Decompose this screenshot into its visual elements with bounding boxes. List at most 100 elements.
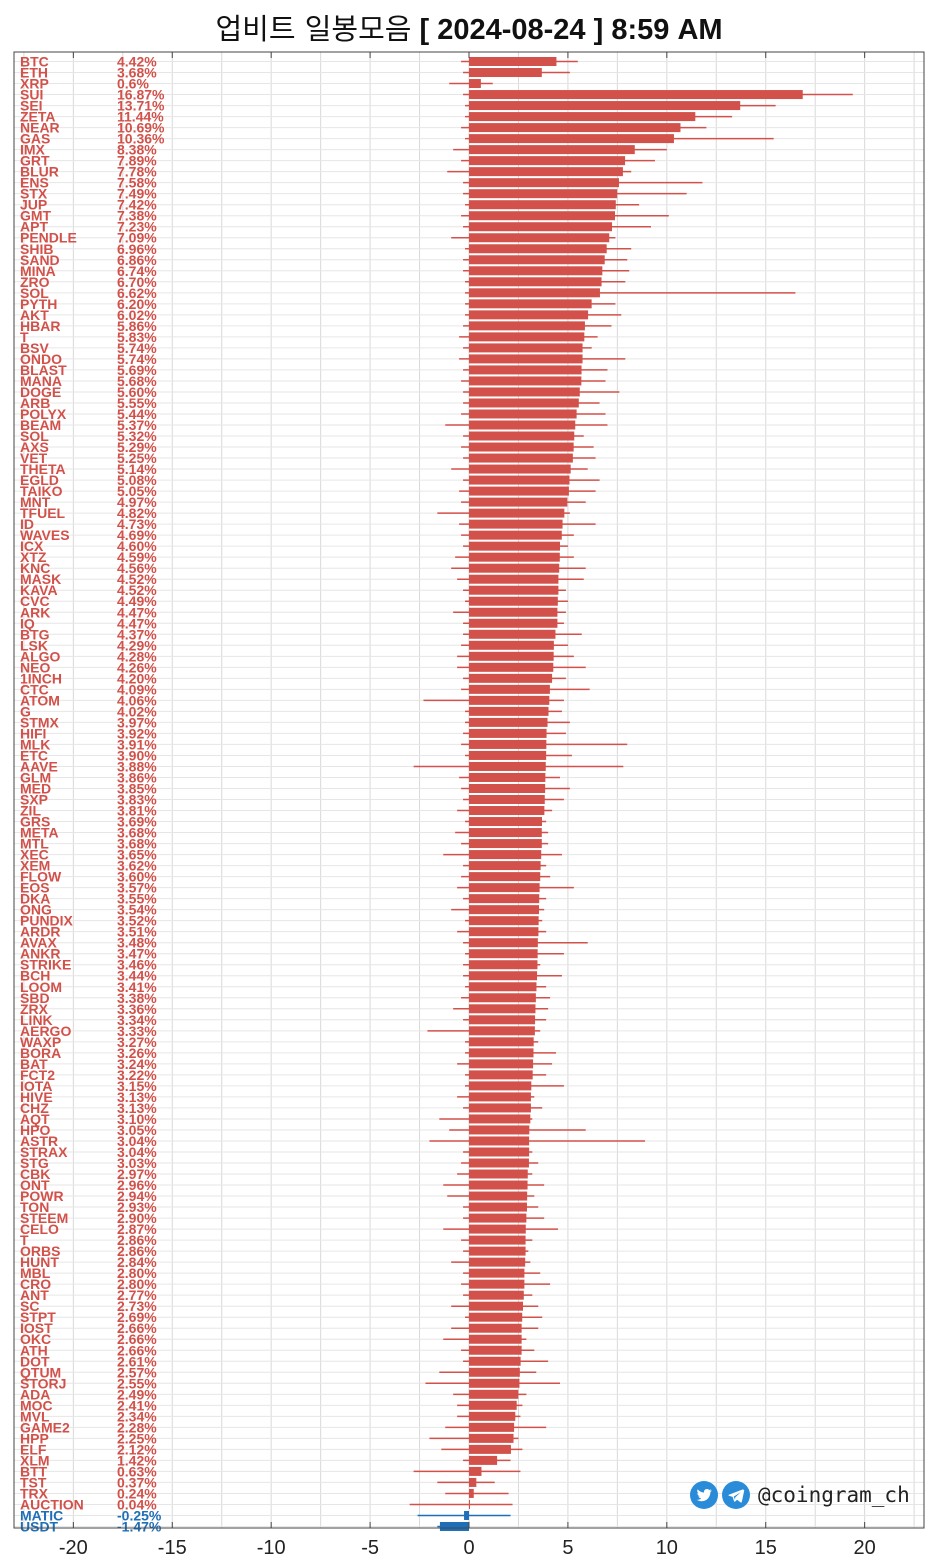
symbol-label: DKA	[20, 891, 50, 907]
change-bar	[469, 861, 541, 871]
change-bar	[469, 167, 623, 177]
symbol-label: CVC	[20, 593, 50, 609]
symbol-label: LSK	[20, 637, 48, 653]
pct-label: 3.10%	[117, 1111, 157, 1127]
change-bar	[469, 519, 563, 529]
symbol-label: XTZ	[20, 549, 47, 565]
symbol-label: BTT	[20, 1463, 48, 1479]
change-bar	[469, 1455, 498, 1465]
change-bar	[469, 850, 542, 860]
pct-label: 3.33%	[117, 1023, 157, 1039]
change-bar	[469, 629, 556, 639]
change-bar	[469, 993, 536, 1003]
symbol-label: KAVA	[20, 582, 58, 598]
symbol-label: FLOW	[20, 869, 62, 885]
pct-label: 4.20%	[117, 670, 157, 686]
symbol-label: CBK	[20, 1166, 50, 1182]
symbol-label: ID	[20, 516, 34, 532]
change-bar	[469, 574, 559, 584]
symbol-label: VET	[20, 450, 48, 466]
telegram-plane-icon[interactable]	[722, 1481, 750, 1509]
change-bar	[469, 530, 562, 540]
change-bar	[469, 839, 542, 849]
change-bar	[469, 1257, 526, 1267]
symbol-label: EGLD	[20, 472, 59, 488]
symbol-label: PENDLE	[20, 230, 77, 246]
symbol-label: BTC	[20, 54, 49, 70]
pct-label: 3.03%	[117, 1155, 157, 1171]
symbol-label: ZIL	[20, 803, 41, 819]
pct-label: 0.63%	[117, 1463, 157, 1479]
change-bar	[469, 1180, 528, 1190]
change-bar	[469, 310, 589, 320]
change-bar	[469, 806, 545, 816]
pct-label: 2.87%	[117, 1221, 157, 1237]
change-bar	[469, 1191, 528, 1201]
pct-label: 5.37%	[117, 417, 157, 433]
brand-watermark: @coingram_ch	[690, 1480, 910, 1510]
pct-label: 3.55%	[117, 891, 157, 907]
change-bar	[469, 596, 558, 606]
change-bar	[439, 1521, 469, 1531]
change-bar	[469, 409, 577, 419]
change-bar	[469, 1323, 522, 1333]
change-bar	[469, 508, 565, 518]
symbol-label: HUNT	[20, 1254, 59, 1270]
change-bar	[469, 1433, 514, 1443]
change-bar	[469, 1048, 534, 1058]
symbol-label: XLM	[20, 1452, 50, 1468]
pct-label: 5.44%	[117, 406, 157, 422]
change-bar	[469, 1466, 482, 1476]
change-bar	[464, 1510, 469, 1520]
pct-label: -0.25%	[117, 1507, 162, 1523]
change-bar	[469, 894, 540, 904]
change-bar	[469, 90, 803, 100]
pct-label: 5.74%	[117, 340, 157, 356]
symbol-label: SAND	[20, 252, 60, 268]
symbol-label: TST	[20, 1474, 47, 1490]
pct-label: 3.52%	[117, 913, 157, 929]
brand-handle: @coingram_ch	[758, 1483, 910, 1507]
pct-label: 7.09%	[117, 230, 157, 246]
symbol-label: PYTH	[20, 296, 57, 312]
x-tick-label: -20	[59, 1537, 88, 1559]
symbol-label: MOC	[20, 1397, 53, 1413]
pct-label: 4.60%	[117, 538, 157, 554]
change-bar	[469, 453, 573, 463]
twitter-bird-icon[interactable]	[690, 1481, 718, 1509]
change-bar	[469, 343, 583, 353]
change-bar	[469, 651, 554, 661]
pct-label: 6.96%	[117, 241, 157, 257]
x-axis-ticks: -20 -15 -10 -5 0 5 10 15 20	[59, 52, 876, 1559]
symbol-label: CTC	[20, 681, 49, 697]
change-bar	[469, 541, 560, 551]
change-bar	[469, 1070, 533, 1080]
change-bar	[469, 1026, 535, 1036]
labels-layer: BTC 4.42% ETH 3.68% XRP 0.6% SUI 16.87% SEI 13.71…	[20, 54, 165, 1535]
symbol-label: HPO	[20, 1122, 50, 1138]
pct-label: 4.73%	[117, 516, 157, 532]
symbol-label: CHZ	[20, 1100, 49, 1116]
change-bar	[469, 387, 580, 397]
change-bar	[469, 1235, 526, 1245]
pct-label: 3.22%	[117, 1067, 157, 1083]
title-time: 8:59 AM	[611, 14, 723, 46]
pct-label: 5.68%	[117, 373, 157, 389]
change-bar	[469, 783, 546, 793]
symbol-label: T	[20, 329, 29, 345]
symbol-label: POWR	[20, 1188, 64, 1204]
pct-label: 3.24%	[117, 1056, 157, 1072]
pct-label: 5.74%	[117, 351, 157, 367]
symbol-label: ONT	[20, 1177, 50, 1193]
symbol-label: BEAM	[20, 417, 61, 433]
symbol-label: GRT	[20, 153, 50, 169]
x-tick-label: 20	[854, 1537, 876, 1559]
change-bar	[469, 475, 570, 485]
change-bar	[469, 872, 541, 882]
change-bar	[469, 145, 635, 155]
symbol-label: MLK	[20, 736, 50, 752]
change-bar	[469, 332, 585, 342]
change-bar	[469, 1246, 526, 1256]
bars-layer	[409, 57, 853, 1531]
pct-label: 16.87%	[117, 87, 165, 103]
